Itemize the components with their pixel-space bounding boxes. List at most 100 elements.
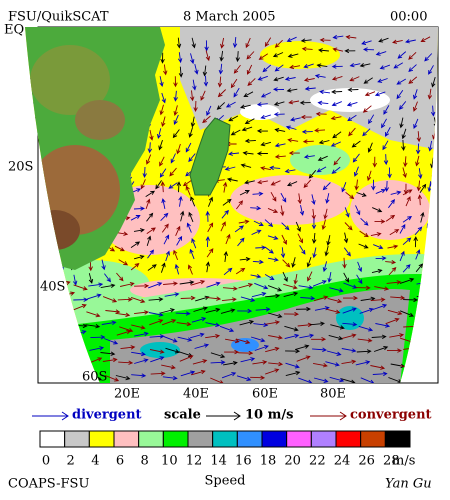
wind-arrow [134, 331, 149, 337]
wind-arrow [311, 232, 317, 244]
wind-arrow [161, 198, 166, 209]
wind-arrow [332, 34, 344, 40]
wind-arrow [373, 345, 389, 352]
wind-arrow [205, 322, 221, 328]
wind-arrow [206, 105, 212, 117]
wind-arrow [252, 191, 264, 196]
wind-arrow [85, 324, 101, 329]
wind-arrow [364, 91, 376, 97]
wind-arrow [149, 129, 154, 141]
wind-arrow [343, 295, 358, 301]
colorbar-box [212, 430, 238, 448]
wind-arrow [130, 241, 141, 248]
colorbar-box [236, 430, 263, 448]
wind-arrow [173, 249, 179, 261]
legend-divergent: divergent [72, 408, 142, 423]
wind-arrow [299, 100, 311, 106]
wind-arrow [341, 333, 357, 339]
wind-arrow [146, 154, 152, 165]
wind-arrow [150, 356, 165, 363]
madagascar [189, 117, 231, 196]
wind-arrow [303, 63, 314, 69]
wind-arrow [206, 248, 214, 258]
wind-arrow [387, 348, 403, 353]
wind-arrow [73, 297, 89, 302]
wind-arrow [256, 102, 268, 107]
wind-arrow [303, 154, 315, 159]
wind-arrow [413, 101, 418, 112]
wind-arrow [145, 198, 151, 210]
wind-arrow [163, 64, 168, 76]
wind-arrow [302, 139, 314, 144]
footer-left: COAPS-FSU [8, 477, 89, 492]
wind-arrow [307, 271, 313, 282]
wind-arrow [280, 247, 286, 259]
wind-arrow [103, 338, 119, 345]
wind-arrow [225, 338, 240, 344]
wind-arrow [327, 272, 332, 283]
wind-arrow [118, 360, 134, 365]
wind-arrow [341, 359, 357, 365]
wind-arrow [180, 370, 196, 377]
wind-arrow [375, 188, 386, 195]
wind-arrow [317, 155, 328, 161]
wind-arrow [161, 116, 166, 128]
wind-arrow [147, 142, 153, 154]
wind-arrow [233, 87, 240, 98]
wind-arrow [313, 377, 329, 383]
wind-arrow [235, 267, 246, 275]
wind-arrow [332, 131, 342, 139]
lat-label: EQ [4, 23, 24, 38]
wind-arrow [401, 128, 407, 140]
wind-arrow [367, 142, 373, 153]
wind-arrow [361, 40, 372, 45]
wind-arrow [156, 128, 162, 139]
wind-arrow [202, 65, 208, 77]
wind-arrow [134, 310, 149, 315]
wind-arrow [274, 143, 286, 148]
footer-right: Yan Gu [385, 477, 432, 492]
wind-arrow [281, 234, 287, 245]
wind-arrow [172, 129, 180, 139]
wind-arrow [402, 167, 407, 179]
wind-arrow [401, 139, 406, 151]
wind-arrow [362, 105, 372, 113]
wind-arrow [264, 219, 274, 227]
wind-arrow [202, 115, 211, 124]
wind-arrow [383, 154, 389, 166]
wind-arrow [330, 115, 342, 121]
wind-arrow [360, 217, 369, 226]
wind-arrow [363, 77, 373, 84]
wind-arrow [179, 355, 194, 362]
legend-arrow [310, 411, 347, 421]
wind-arrow [273, 112, 285, 117]
wind-arrow [148, 282, 163, 289]
wind-arrow [100, 283, 116, 289]
wind-arrow [242, 150, 254, 156]
wind-arrow [169, 167, 177, 177]
wind-arrow [300, 114, 312, 120]
wind-arrow [189, 248, 195, 260]
wind-arrow [133, 206, 146, 211]
wind-arrow [133, 228, 145, 233]
wind-arrow [288, 150, 300, 156]
wind-arrow [393, 62, 404, 69]
wind-arrow [190, 116, 196, 128]
wind-arrow [160, 212, 169, 222]
wind-arrow [360, 296, 376, 302]
wind-arrow [205, 210, 210, 222]
wind-arrow [322, 182, 331, 191]
wind-arrow [161, 319, 177, 326]
wind-arrow [160, 262, 166, 273]
wind-arrow [345, 34, 357, 40]
wind-arrow [268, 361, 284, 367]
wind-arrow [311, 336, 327, 342]
wind-arrow [399, 223, 406, 234]
wind-arrow [250, 336, 266, 343]
wind-arrow [168, 182, 178, 189]
wind-arrow [224, 349, 240, 355]
wind-arrow [319, 37, 331, 43]
wind-arrow [274, 39, 283, 48]
zone [231, 338, 259, 352]
